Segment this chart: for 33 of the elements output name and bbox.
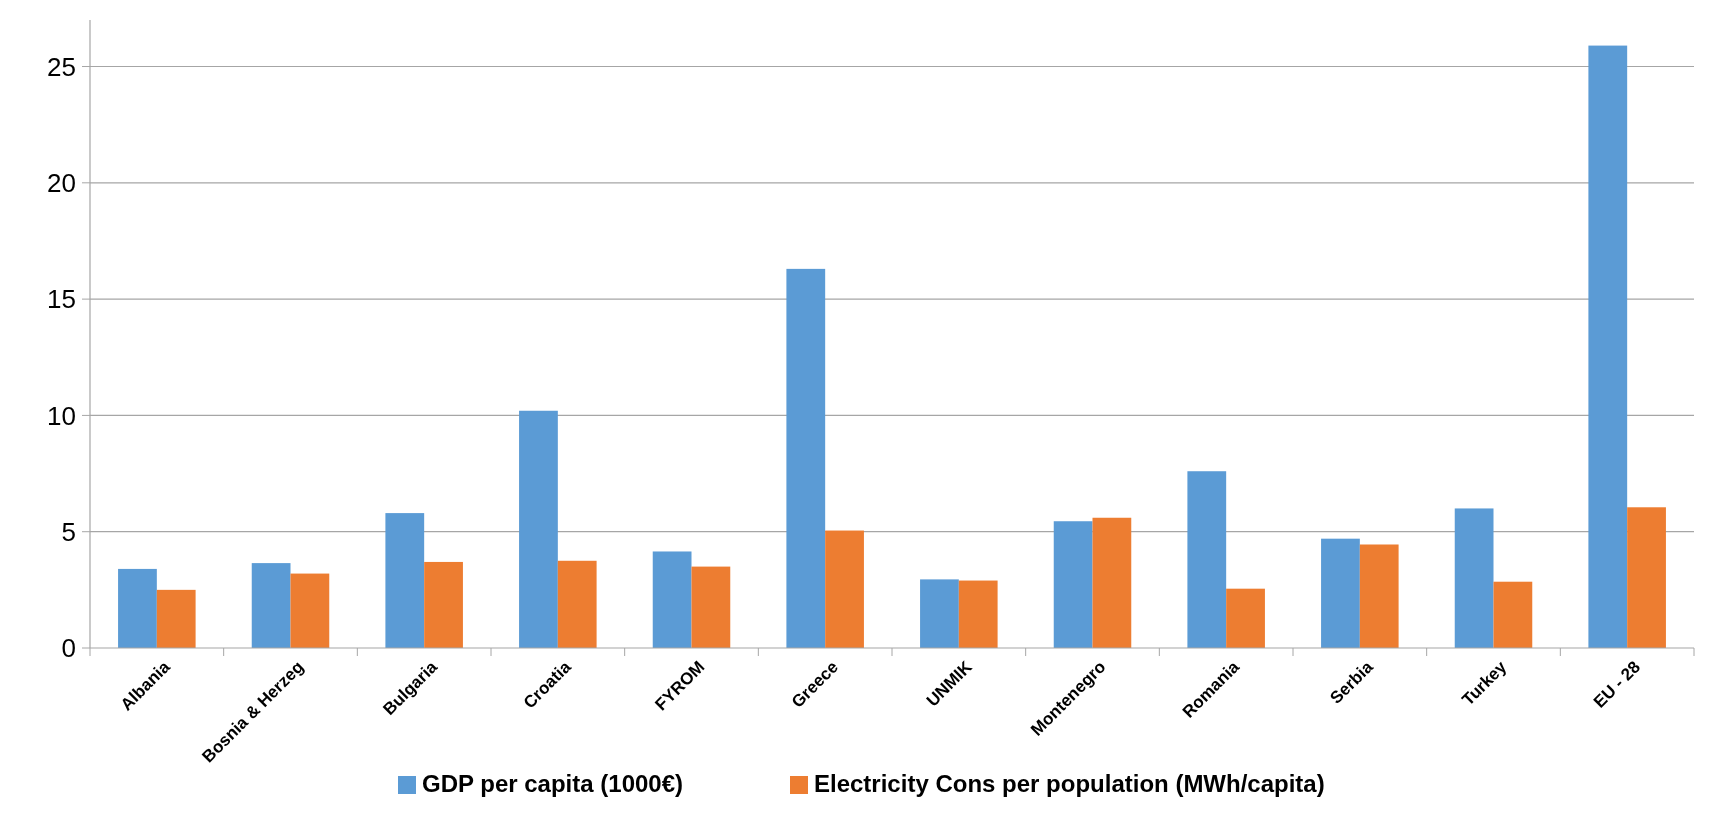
bar [1588,45,1628,648]
bar [1321,538,1360,648]
bar [1493,581,1533,648]
y-tick-label: 10 [47,400,76,431]
bar [385,513,425,648]
bar [251,563,291,648]
bar [290,573,330,648]
y-tick-label: 20 [47,167,76,198]
bar [156,589,196,648]
y-tick-label: 0 [61,633,76,664]
bar [1454,508,1494,648]
bar [1092,517,1132,648]
bar [1187,471,1227,648]
bar [1627,507,1666,648]
x-tick-label: EU - 28 [1589,657,1644,712]
bar [424,561,463,648]
bar [920,579,959,648]
bar [1053,521,1093,648]
bar [825,530,864,648]
legend-label: Electricity Cons per population (MWh/capita) [814,770,1325,797]
y-tick-label: 25 [47,51,76,82]
y-tick-label: 15 [47,284,76,315]
legend-label: GDP per capita (1000€) [422,770,684,797]
bar [519,410,558,648]
bar [1359,544,1399,648]
bar [958,580,998,648]
y-tick-label: 5 [61,516,76,547]
bar [118,568,157,648]
bar [557,560,597,648]
bar [786,268,826,648]
bar [1226,588,1265,648]
bar [691,566,731,648]
bar [652,551,692,648]
